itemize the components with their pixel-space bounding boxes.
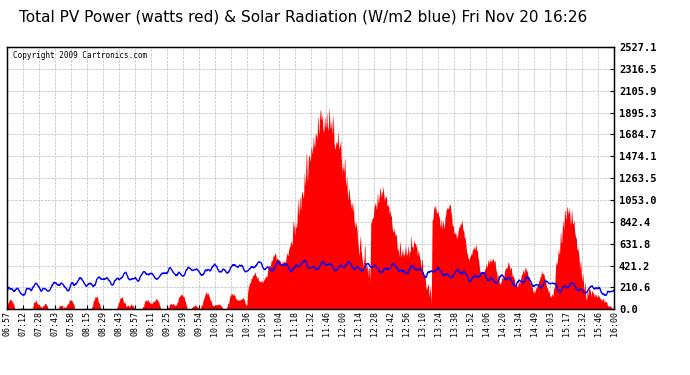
Text: Copyright 2009 Cartronics.com: Copyright 2009 Cartronics.com (13, 51, 147, 60)
Text: Total PV Power (watts red) & Solar Radiation (W/m2 blue) Fri Nov 20 16:26: Total PV Power (watts red) & Solar Radia… (19, 9, 588, 24)
